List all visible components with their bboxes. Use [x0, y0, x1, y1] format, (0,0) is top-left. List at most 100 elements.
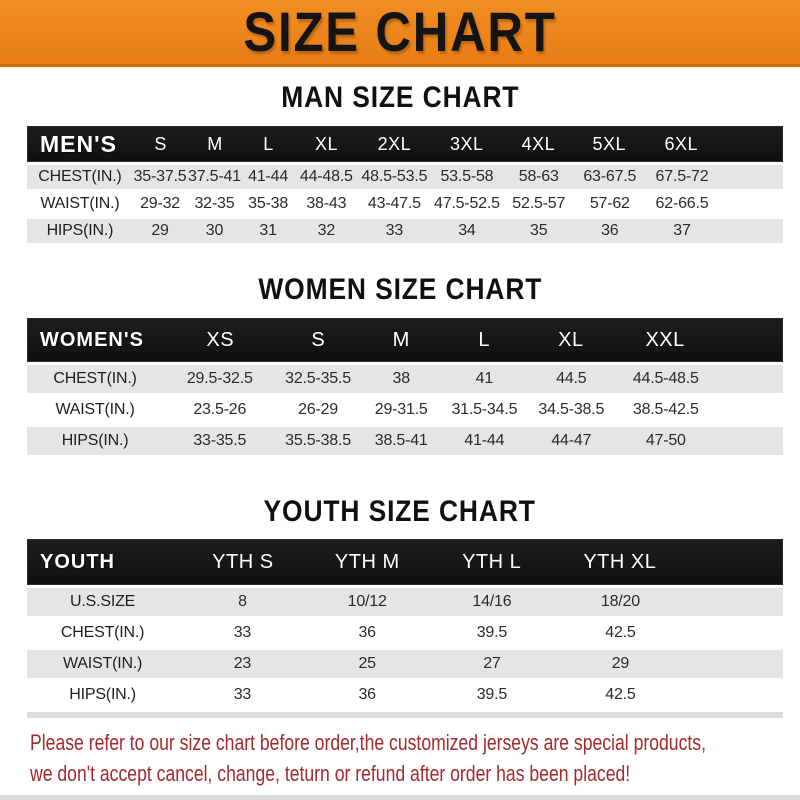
size-column-header: L — [263, 133, 274, 154]
value-cell: 35-38 — [248, 195, 289, 212]
value-cell: 36 — [358, 686, 376, 703]
youth-size-table: YOUTH YTH S YTH M YTH L YTH XL U.S.SIZE 8 10/12… — [27, 539, 783, 709]
value-cell: 8 — [238, 593, 247, 610]
row-label: WAIST(IN.) — [40, 195, 120, 212]
row-label: HIPS(IN.) — [61, 432, 129, 449]
table-header-row: YOUTH YTH S YTH M YTH L YTH XL — [27, 539, 783, 585]
size-column-header: S — [311, 328, 326, 351]
value-cell: 37 — [673, 222, 691, 239]
row-label: WAIST(IN.) — [55, 401, 135, 418]
value-cell: 29-32 — [140, 195, 180, 212]
value-cell: 41 — [475, 370, 494, 387]
value-cell: 36 — [601, 222, 619, 239]
men-section-title-text: MAN SIZE CHART — [280, 81, 520, 114]
size-column-header: 4XL — [521, 133, 556, 154]
size-column-header: XL — [315, 133, 339, 154]
row-label: CHEST(IN.) — [60, 624, 145, 641]
measurement-row: HIPS(IN.) 33-35.5 35.5-38.5 38.5-41 41-44 44-… — [27, 424, 783, 455]
measurement-row: CHEST(IN.) 33 36 39.5 42.5 — [27, 616, 783, 647]
value-cell: 36 — [358, 624, 376, 641]
youth-section-title: YOUTH SIZE CHART — [0, 497, 800, 527]
value-cell: 44.5-48.5 — [632, 370, 699, 387]
size-column-header: M — [392, 328, 410, 351]
value-cell: 38.5-41 — [374, 432, 428, 449]
value-cell: 52.5-57 — [512, 195, 566, 212]
size-column-header: S — [154, 133, 167, 154]
value-cell: 33 — [385, 222, 404, 239]
value-cell: 27 — [483, 655, 501, 672]
value-cell: 37.5-41 — [188, 168, 241, 185]
value-cell: 48.5-53.5 — [361, 168, 428, 185]
table-name-cell: WOMEN'S — [40, 328, 144, 351]
page-title: SIZE CHART — [243, 0, 557, 63]
size-column-header: L — [478, 328, 490, 351]
value-cell: 29 — [611, 655, 630, 672]
measurement-row: HIPS(IN.) 33 36 39.5 42.5 — [27, 678, 783, 709]
value-cell: 31 — [259, 222, 277, 239]
row-label: HIPS(IN.) — [69, 686, 136, 703]
size-column-header: YTH S — [212, 550, 274, 573]
measurement-row: CHEST(IN.) 29.5-32.5 32.5-35.5 38 41 44.5 44.5… — [27, 362, 783, 393]
men-section-title: MAN SIZE CHART — [0, 83, 800, 113]
youth-table-bottom-strip — [27, 712, 783, 718]
value-cell: 33 — [233, 624, 252, 641]
value-cell: 42.5 — [605, 624, 636, 641]
value-cell: 32 — [317, 222, 336, 239]
measurement-row: WAIST(IN.) 23.5-26 26-29 29-31.5 31.5-34.5 34… — [27, 393, 783, 424]
size-column-header: M — [207, 133, 223, 154]
value-cell: 34.5-38.5 — [538, 401, 605, 418]
size-column-header: XS — [206, 328, 235, 351]
value-cell: 39.5 — [476, 686, 508, 703]
measurement-row: WAIST(IN.) 29-32 32-35 35-38 38-43 43-47.5 47.… — [27, 189, 783, 216]
men-size-table: MEN'S S M L XL 2XL 3XL 4XL 5XL 6XL CHEST(IN.) 35-37… — [27, 126, 783, 243]
size-column-header: YTH M — [334, 550, 400, 573]
measurement-row: HIPS(IN.) 29 30 31 32 33 34 35 36 37 — [27, 216, 783, 243]
row-label: HIPS(IN.) — [46, 222, 114, 239]
size-column-header: XXL — [645, 328, 685, 351]
value-cell: 35.5-38.5 — [285, 432, 351, 449]
row-label: WAIST(IN.) — [63, 655, 143, 672]
value-cell: 53.5-58 — [440, 168, 494, 185]
value-cell: 38.5-42.5 — [632, 401, 699, 418]
value-cell: 42.5 — [605, 686, 636, 703]
value-cell: 33 — [233, 686, 252, 703]
value-cell: 29 — [151, 222, 169, 239]
value-cell: 47-50 — [645, 432, 686, 449]
value-cell: 32-35 — [194, 195, 235, 212]
size-chart-banner: SIZE CHART — [0, 0, 800, 67]
value-cell: 57-62 — [589, 195, 630, 212]
table-header-row: WOMEN'S XS S M L XL XXL — [27, 318, 783, 362]
value-cell: 58-63 — [518, 168, 559, 185]
women-section-title-text: WOMEN SIZE CHART — [258, 273, 542, 306]
value-cell: 10/12 — [347, 593, 387, 610]
value-cell: 29.5-32.5 — [186, 370, 253, 387]
table-header-row: MEN'S S M L XL 2XL 3XL 4XL 5XL 6XL — [27, 126, 783, 162]
value-cell: 23 — [233, 655, 252, 672]
size-column-header: YTH L — [462, 550, 522, 573]
value-cell: 32.5-35.5 — [285, 370, 351, 387]
row-label: CHEST(IN.) — [38, 168, 122, 185]
youth-section-title-text: YOUTH SIZE CHART — [263, 495, 537, 528]
value-cell: 41-44 — [464, 432, 505, 449]
size-column-header: YTH XL — [583, 550, 657, 573]
value-cell: 35-37.5 — [133, 168, 187, 185]
value-cell: 25 — [358, 655, 376, 672]
table-name-cell: MEN'S — [40, 130, 117, 157]
value-cell: 62-66.5 — [655, 195, 709, 212]
value-cell: 43-47.5 — [367, 195, 421, 212]
value-cell: 29-31.5 — [374, 401, 428, 418]
order-notice-line1: Please refer to our size chart before or… — [30, 730, 706, 755]
measurement-row: CHEST(IN.) 35-37.5 37.5-41 41-44 44-48.5 48.5… — [27, 162, 783, 189]
value-cell: 39.5 — [476, 624, 508, 641]
order-notice: Please refer to our size chart before or… — [30, 727, 800, 789]
value-cell: 14/16 — [472, 593, 512, 610]
row-label: CHEST(IN.) — [53, 370, 137, 387]
value-cell: 38-43 — [306, 195, 347, 212]
order-notice-line2: we don't accept cancel, change, teturn o… — [30, 761, 631, 786]
size-column-header: 3XL — [450, 133, 484, 154]
value-cell: 31.5-34.5 — [451, 401, 518, 418]
value-cell: 44-48.5 — [299, 168, 353, 185]
measurement-row: WAIST(IN.) 23 25 27 29 — [27, 647, 783, 678]
size-column-header: 2XL — [377, 133, 412, 154]
size-column-header: 6XL — [664, 133, 699, 154]
